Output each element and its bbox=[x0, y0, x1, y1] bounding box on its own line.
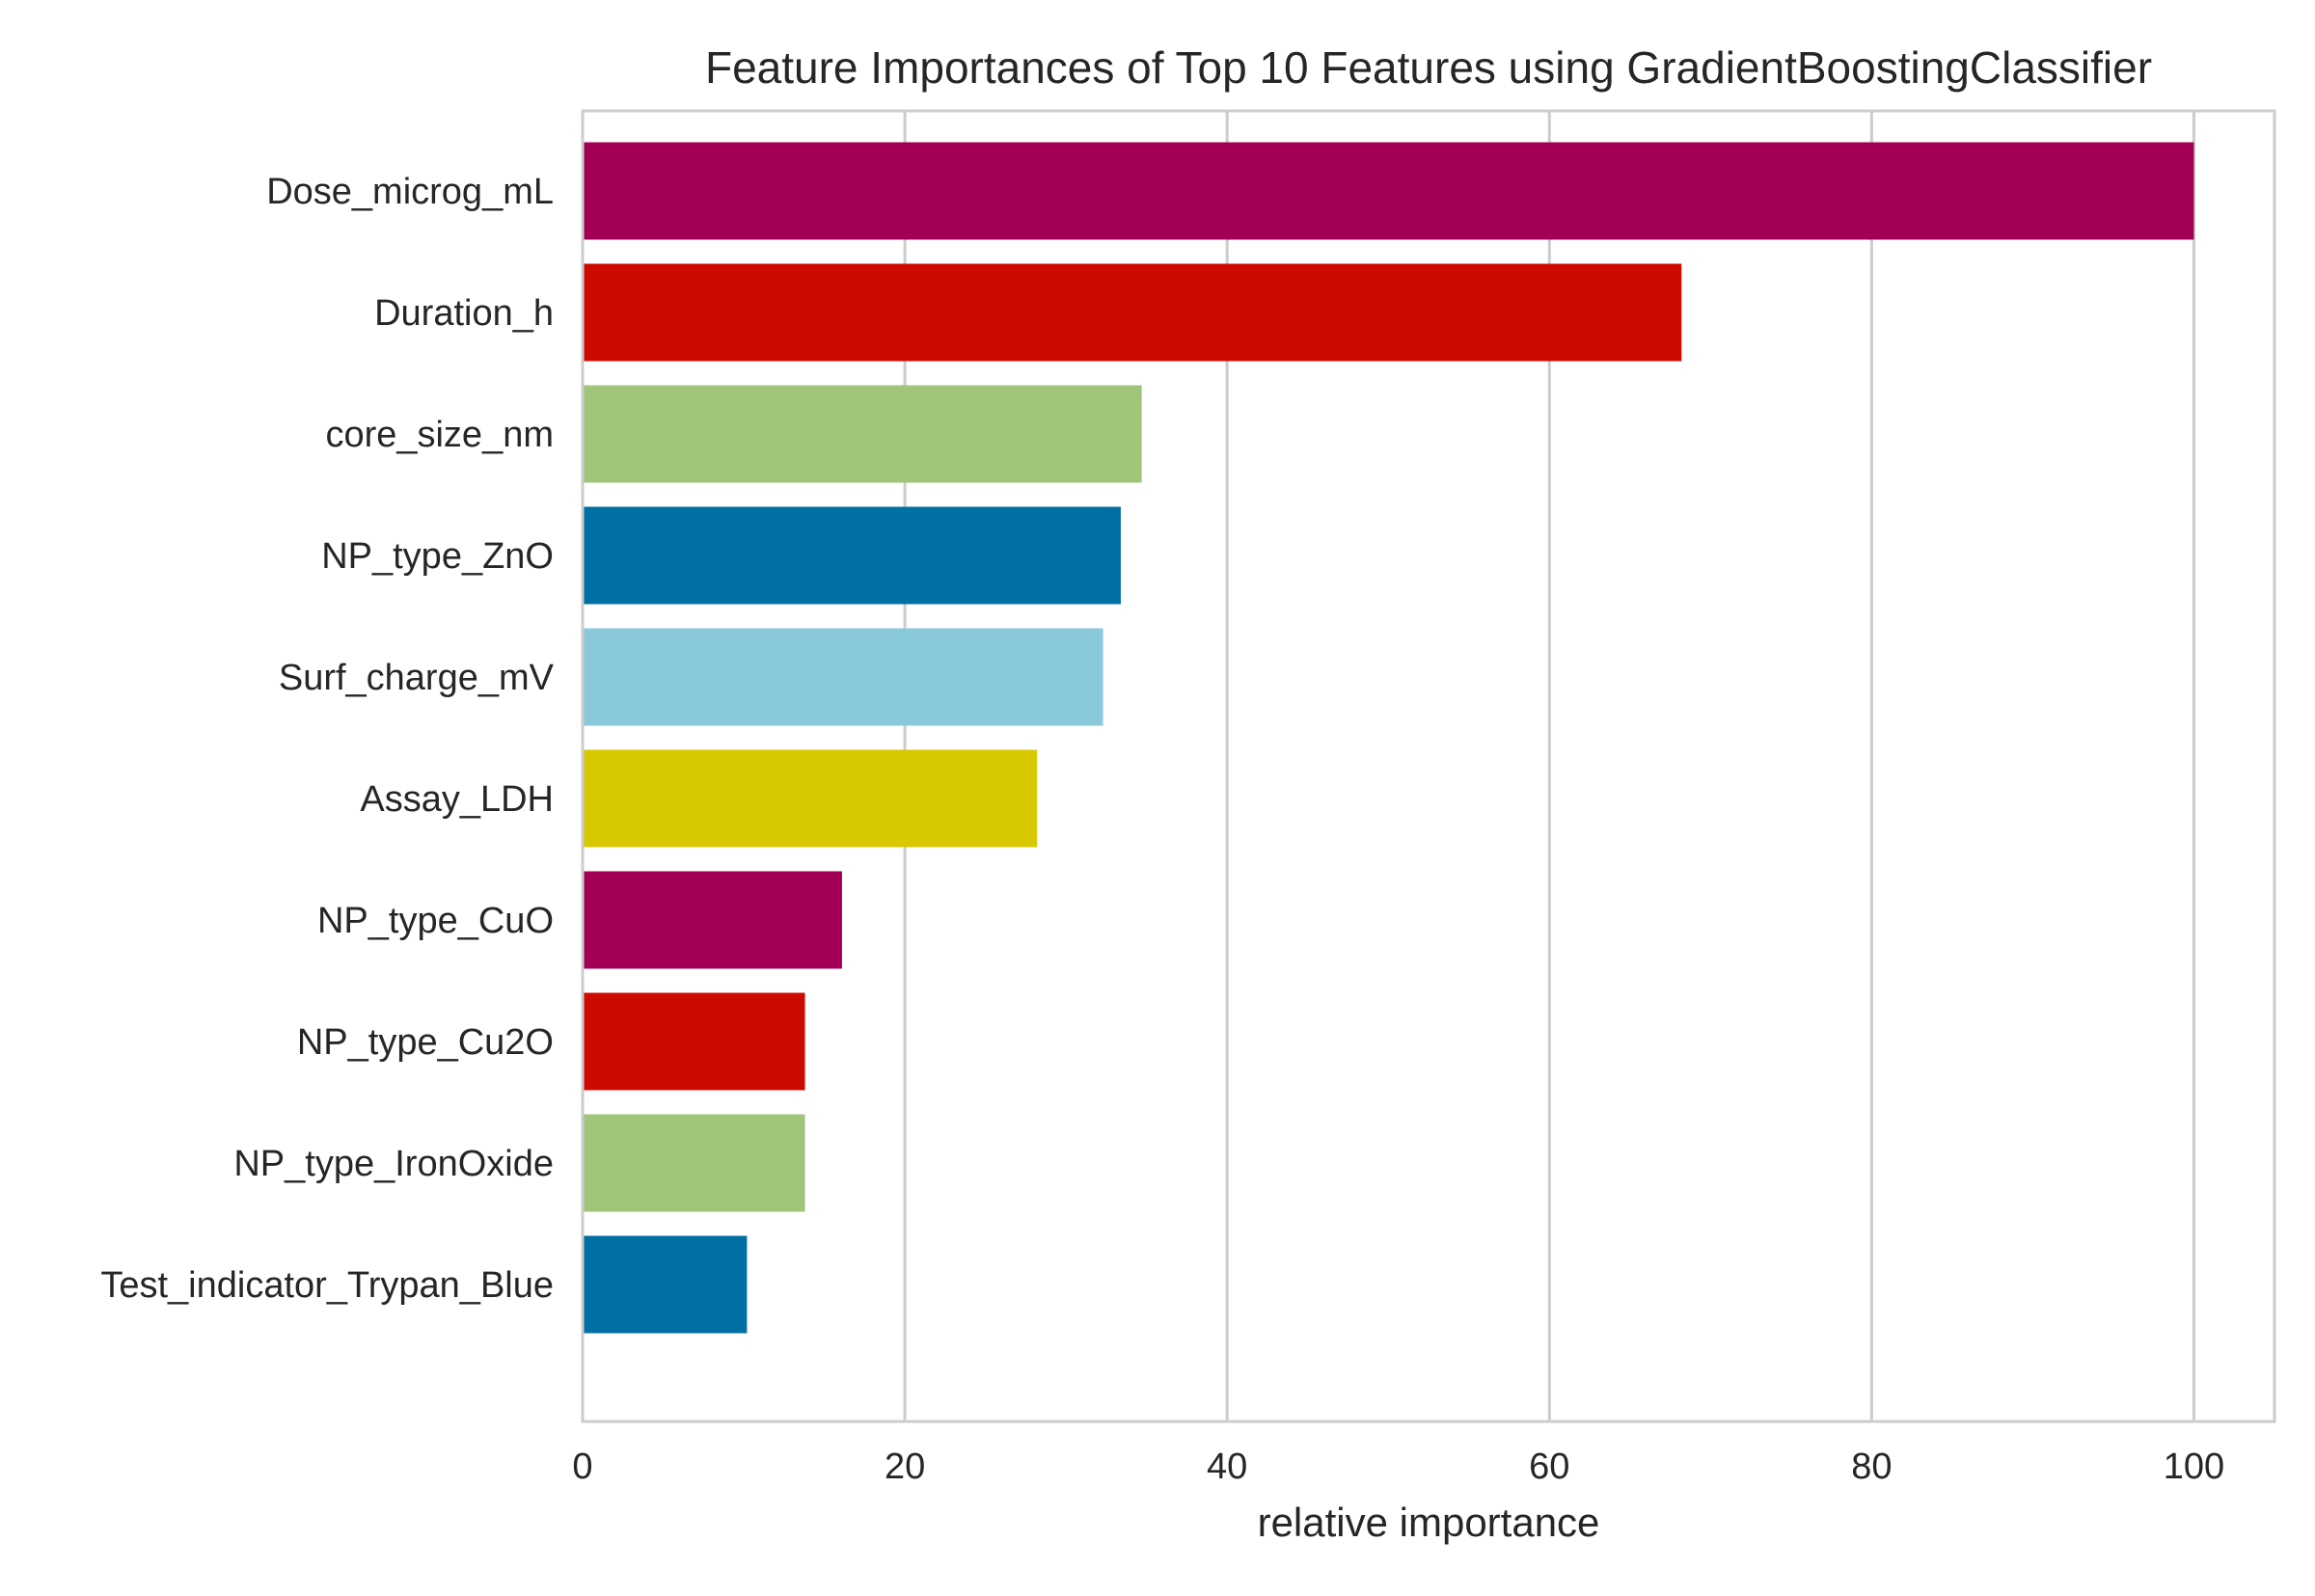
x-tick-label: 60 bbox=[1529, 1447, 1569, 1487]
x-tick-label: 80 bbox=[1851, 1447, 1892, 1487]
y-tick-label: NP_type_Cu2O bbox=[297, 1022, 554, 1063]
bar-core-size-nm bbox=[583, 385, 1142, 483]
y-tick-label: NP_type_IronOxide bbox=[233, 1144, 554, 1184]
y-tick-label: NP_type_ZnO bbox=[321, 536, 554, 577]
bar-np-type-cu2o bbox=[583, 992, 805, 1091]
bar-np-type-ironoxide bbox=[583, 1114, 805, 1212]
bar-np-type-cuo bbox=[583, 871, 842, 969]
bars bbox=[583, 142, 2194, 1334]
y-tick-label: Surf_charge_mV bbox=[279, 658, 555, 698]
y-tick-label: NP_type_CuO bbox=[317, 901, 554, 941]
x-tick-label: 20 bbox=[885, 1447, 925, 1487]
x-tick-labels: 0 20 40 60 80 100 bbox=[572, 1447, 2224, 1487]
y-tick-label: Assay_LDH bbox=[360, 779, 554, 820]
x-tick-label: 40 bbox=[1207, 1447, 1247, 1487]
chart-title: Feature Importances of Top 10 Features u… bbox=[705, 42, 2152, 93]
bar-np-type-zno bbox=[583, 506, 1121, 605]
x-axis-label: relative importance bbox=[1258, 1500, 1600, 1545]
bar-duration-h bbox=[583, 263, 1682, 362]
bar-surf-charge-mv bbox=[583, 628, 1103, 726]
x-tick-label: 100 bbox=[2164, 1447, 2224, 1487]
y-tick-label: core_size_nm bbox=[325, 415, 554, 455]
x-tick-label: 0 bbox=[572, 1447, 592, 1487]
y-tick-label: Dose_microg_mL bbox=[266, 172, 554, 212]
y-tick-label: Duration_h bbox=[374, 293, 554, 334]
bar-test-indicator-trypan-blue bbox=[583, 1235, 748, 1334]
bar-dose-microg-ml bbox=[583, 142, 2194, 240]
y-tick-labels: Dose_microg_mL Duration_h core_size_nm NP_t… bbox=[100, 172, 554, 1306]
y-tick-label: Test_indicator_Trypan_Blue bbox=[100, 1265, 554, 1306]
plot-frame bbox=[581, 109, 2276, 1423]
bar-assay-ldh bbox=[583, 749, 1038, 848]
